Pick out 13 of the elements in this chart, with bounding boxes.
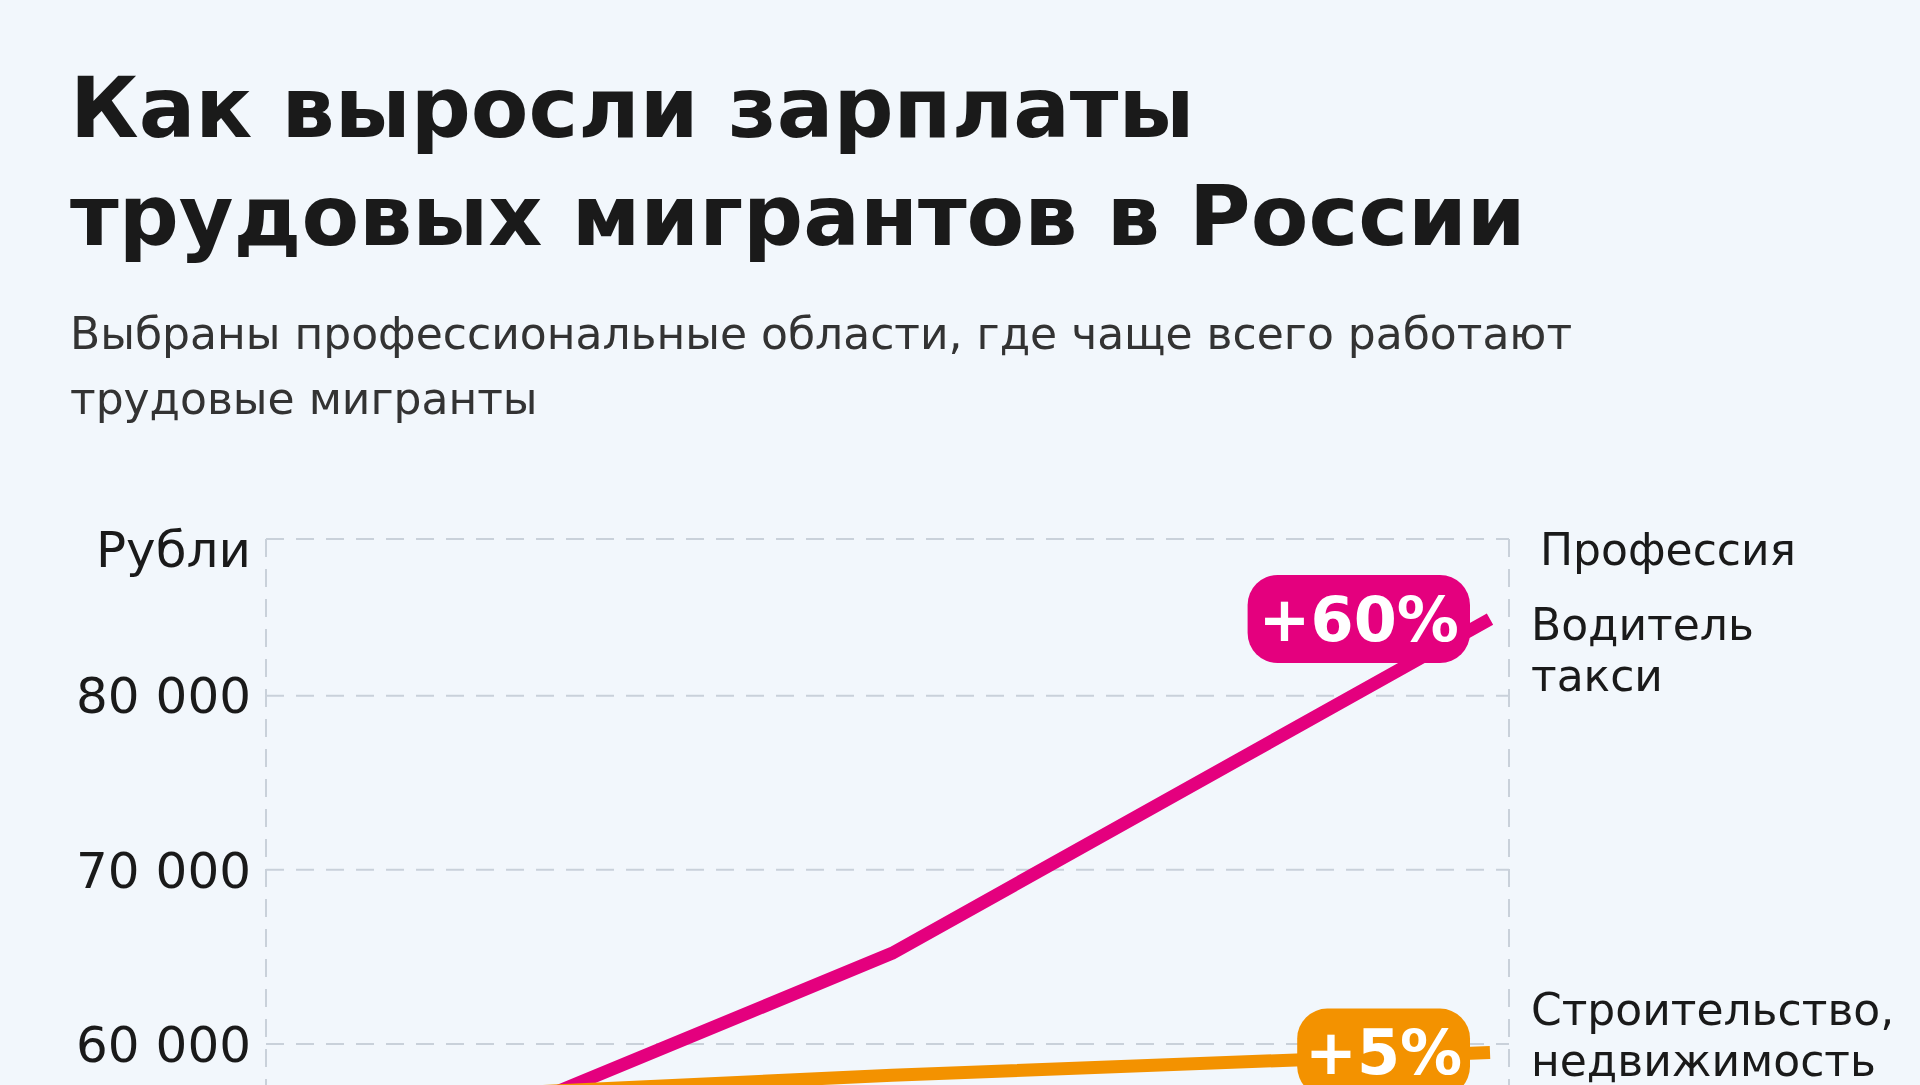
series-label: Водитель такси [1531, 598, 1754, 701]
percent-badge: +60% [1247, 575, 1470, 664]
chart-title: Как выросли зарплаты трудовых мигрантов в России [70, 58, 1527, 267]
chart-subtitle: Выбраны профессиональные области, где чаще всего работают трудовые мигранты [70, 307, 1573, 426]
annotation: +5% [1304, 1016, 1463, 1085]
annotation: +60% [1258, 582, 1459, 656]
legend-label: Строительство, недвижимость [1531, 983, 1895, 1085]
legend-title: Профессия [1540, 523, 1797, 577]
y-axis-title: Рубли [94, 520, 251, 580]
y-tick-label: 70 000 [76, 841, 251, 900]
y-tick-label: 80 000 [76, 667, 251, 726]
percent-badge: +5% [1297, 1008, 1470, 1085]
y-tick-label: 60 000 [76, 1015, 251, 1074]
